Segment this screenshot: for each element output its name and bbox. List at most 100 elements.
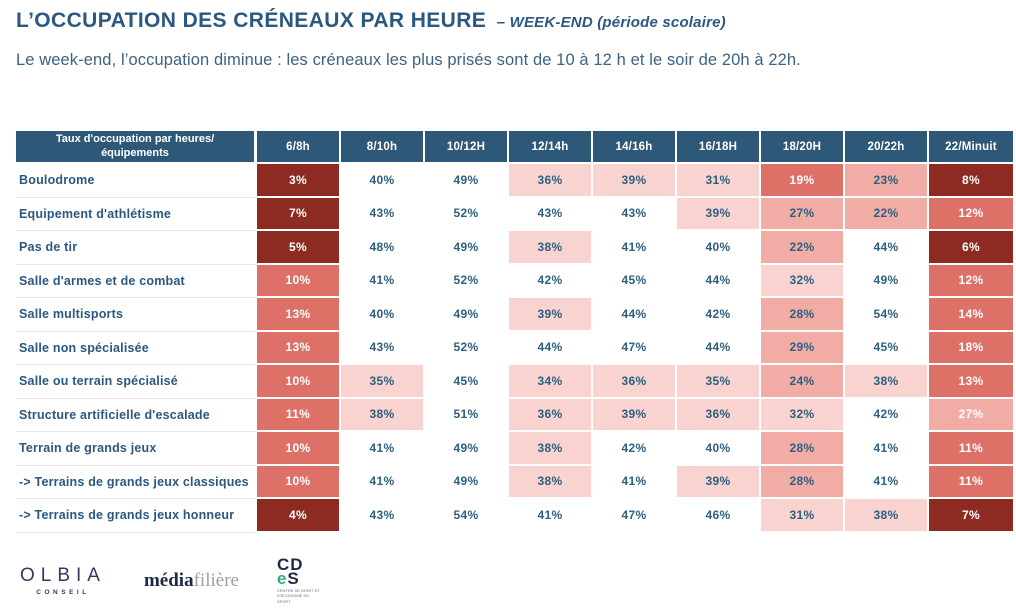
value-cell: 43% xyxy=(509,197,593,231)
value-cell: 39% xyxy=(593,164,677,198)
value-cell: 45% xyxy=(593,264,677,298)
table-header-row: Taux d'occupation par heures/ équipement… xyxy=(16,131,1016,164)
value-cell: 39% xyxy=(677,197,761,231)
value-cell: 27% xyxy=(761,197,845,231)
cdes-logo-caption: CENTRE DE DROIT ET D'ÉCONOMIE DU SPORT xyxy=(276,588,320,604)
value-cell: 36% xyxy=(677,398,761,432)
value-cell: 47% xyxy=(593,331,677,365)
table-row: Equipement d'athlétisme 7% 43% 52% 43% 43% 39%… xyxy=(16,197,1016,231)
value-cell: 52% xyxy=(425,331,509,365)
olbia-logo: OLBIA CONSEIL xyxy=(20,565,106,596)
value-cell: 32% xyxy=(761,398,845,432)
value-cell: 44% xyxy=(593,298,677,332)
table-row: Salle multisports 13% 40% 49% 39% 44% 42% 28% 54… xyxy=(16,298,1016,332)
value-cell: 34% xyxy=(509,365,593,399)
row-label: -> Terrains de grands jeux honneur xyxy=(16,499,257,533)
value-cell: 35% xyxy=(341,365,425,399)
value-cell: 28% xyxy=(761,298,845,332)
value-cell: 38% xyxy=(509,465,593,499)
value-cell: 51% xyxy=(425,398,509,432)
table-row: Salle non spécialisée 13% 43% 52% 44% 47% 44% 2… xyxy=(16,331,1016,365)
page-title: L’OCCUPATION DES CRÉNEAUX PAR HEURE – WE… xyxy=(16,9,726,33)
page-subtitle: Le week-end, l’occupation diminue : les … xyxy=(16,51,801,69)
table-row: Structure artificielle d'escalade 11% 38% 5… xyxy=(16,398,1016,432)
value-cell: 13% xyxy=(257,298,341,332)
value-cell: 42% xyxy=(845,398,929,432)
cdes-logo: CD eS CENTRE DE DROIT ET D'ÉCONOMIE DU S… xyxy=(276,555,321,604)
column-header-12-14h: 12/14h xyxy=(509,131,593,164)
value-cell: 44% xyxy=(509,331,593,365)
value-cell: 13% xyxy=(257,331,341,365)
value-cell: 38% xyxy=(341,398,425,432)
value-cell: 36% xyxy=(509,398,593,432)
row-label: Pas de tir xyxy=(16,231,257,265)
value-cell: 11% xyxy=(257,398,341,432)
value-cell: 40% xyxy=(677,231,761,265)
value-cell: 44% xyxy=(677,264,761,298)
value-cell: 8% xyxy=(929,164,1013,198)
table-body: Boulodrome 3% 40% 49% 36% 39% 31% 19% 23% 8% Equip… xyxy=(16,164,1016,533)
value-cell: 39% xyxy=(593,398,677,432)
value-cell: 10% xyxy=(257,264,341,298)
footer-logos: OLBIA CONSEIL médiafilière CD eS CENTRE … xyxy=(20,555,321,604)
cdes-logo-bottom: eS xyxy=(276,568,300,588)
value-cell: 49% xyxy=(425,231,509,265)
column-header-18-20h: 18/20H xyxy=(761,131,845,164)
olbia-logo-name: OLBIA xyxy=(20,565,106,587)
value-cell: 6% xyxy=(929,231,1013,265)
value-cell: 43% xyxy=(341,331,425,365)
table-row: Boulodrome 3% 40% 49% 36% 39% 31% 19% 23% 8% xyxy=(16,164,1016,198)
column-header-20-22h: 20/22h xyxy=(845,131,929,164)
value-cell: 29% xyxy=(761,331,845,365)
value-cell: 19% xyxy=(761,164,845,198)
table-row: Salle d'armes et de combat 10% 41% 52% 42% 45… xyxy=(16,264,1016,298)
value-cell: 41% xyxy=(509,499,593,533)
page-title-suffix: – WEEK-END (période scolaire) xyxy=(496,14,726,31)
value-cell: 22% xyxy=(761,231,845,265)
value-cell: 7% xyxy=(929,499,1013,533)
value-cell: 14% xyxy=(929,298,1013,332)
value-cell: 45% xyxy=(425,365,509,399)
value-cell: 7% xyxy=(257,197,341,231)
value-cell: 49% xyxy=(425,432,509,466)
value-cell: 49% xyxy=(425,164,509,198)
value-cell: 41% xyxy=(341,432,425,466)
value-cell: 54% xyxy=(845,298,929,332)
value-cell: 41% xyxy=(845,465,929,499)
olbia-logo-sub: CONSEIL xyxy=(36,589,90,597)
value-cell: 41% xyxy=(341,465,425,499)
corner-header-line1: Taux d'occupation par heures/ xyxy=(55,133,215,146)
value-cell: 11% xyxy=(929,465,1013,499)
table-row: Terrain de grands jeux 10% 41% 49% 38% 42% 40%… xyxy=(16,432,1016,466)
value-cell: 41% xyxy=(341,264,425,298)
value-cell: 54% xyxy=(425,499,509,533)
value-cell: 44% xyxy=(677,331,761,365)
value-cell: 38% xyxy=(509,432,593,466)
value-cell: 48% xyxy=(341,231,425,265)
row-label: Salle non spécialisée xyxy=(16,331,257,365)
row-label: Terrain de grands jeux xyxy=(16,432,257,466)
column-header-8-10h: 8/10h xyxy=(341,131,425,164)
value-cell: 49% xyxy=(425,298,509,332)
value-cell: 28% xyxy=(761,432,845,466)
column-header-10-12h: 10/12H xyxy=(425,131,509,164)
value-cell: 12% xyxy=(929,264,1013,298)
table-row: -> Terrains de grands jeux classiques 10%… xyxy=(16,465,1016,499)
value-cell: 10% xyxy=(257,465,341,499)
cdes-logo-top: CD xyxy=(276,555,304,574)
column-header-6-8h: 6/8h xyxy=(257,131,341,164)
value-cell: 49% xyxy=(845,264,929,298)
row-label: Boulodrome xyxy=(16,164,257,198)
row-label: Equipement d'athlétisme xyxy=(16,197,257,231)
value-cell: 52% xyxy=(425,264,509,298)
corner-header-line2: équipements xyxy=(101,146,169,159)
value-cell: 47% xyxy=(593,499,677,533)
value-cell: 11% xyxy=(929,432,1013,466)
value-cell: 10% xyxy=(257,365,341,399)
value-cell: 32% xyxy=(761,264,845,298)
value-cell: 41% xyxy=(593,231,677,265)
value-cell: 38% xyxy=(845,365,929,399)
value-cell: 45% xyxy=(845,331,929,365)
value-cell: 3% xyxy=(257,164,341,198)
value-cell: 49% xyxy=(425,465,509,499)
